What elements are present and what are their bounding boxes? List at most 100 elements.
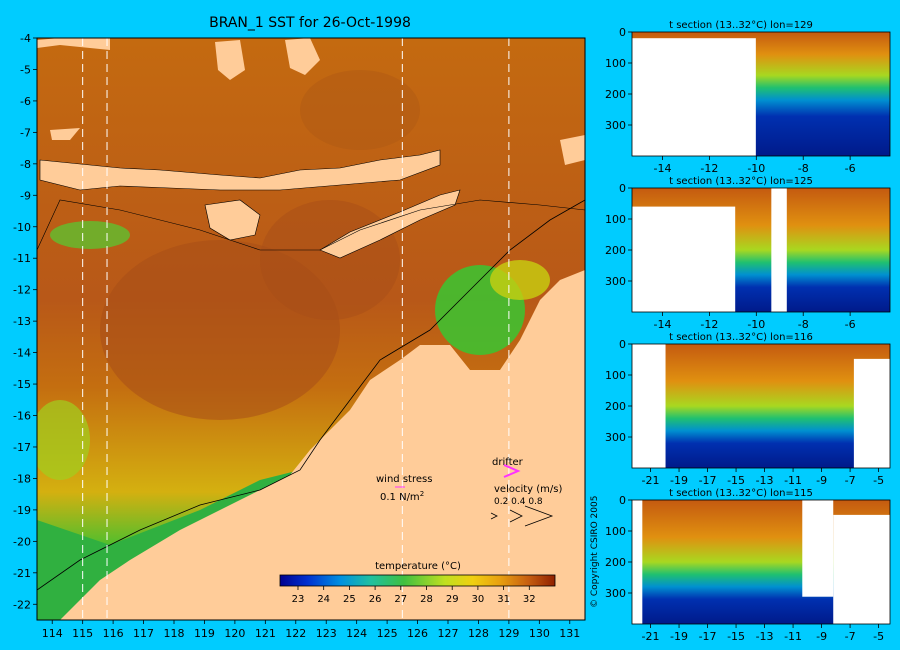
section-x-tick-label: -14 xyxy=(654,162,672,175)
y-tick-label: -16 xyxy=(13,410,31,423)
land-island xyxy=(285,38,320,75)
section-y-tick-label: 0 xyxy=(619,494,626,507)
x-tick-label: 117 xyxy=(133,627,154,640)
section-y-tick-label: 0 xyxy=(619,26,626,39)
section-y-tick-label: 200 xyxy=(605,556,626,569)
section-land-mask xyxy=(802,500,834,597)
section-y-tick-label: 100 xyxy=(605,369,626,382)
y-tick-label: -17 xyxy=(13,441,31,454)
section-x-tick-label: -9 xyxy=(816,630,827,643)
section-land-mask xyxy=(632,38,756,157)
colorbar-ticks: 23 24 25 26 27 28 29 30 31 32 xyxy=(292,586,536,605)
sst-field xyxy=(37,38,585,620)
x-tick-label: 119 xyxy=(194,627,215,640)
sst-cool-patch xyxy=(37,400,90,480)
section-x-tick-label: -13 xyxy=(756,630,774,643)
section-x-tick-label: -6 xyxy=(845,162,856,175)
colorbar-tick-label: 31 xyxy=(497,594,510,605)
section-x-tick-label: -12 xyxy=(700,318,718,331)
drifter-chevron-icon xyxy=(503,464,521,478)
colorbar-tick-label: 26 xyxy=(369,594,382,605)
sst-warm-eddy xyxy=(300,70,420,150)
colorbar-tick-label: 28 xyxy=(420,594,433,605)
section-panel: t section (13..32°C) lon=115 -21 -19 -17 -15… xyxy=(605,488,891,643)
velocity-chevron-icon xyxy=(490,512,498,520)
section-land-mask xyxy=(833,514,890,624)
section-y-tick-label: 200 xyxy=(605,244,626,257)
sst-cool-patch xyxy=(50,221,130,249)
y-tick-label: -8 xyxy=(20,158,31,171)
section-y-tick-label: 100 xyxy=(605,57,626,70)
colorbar-tick-label: 24 xyxy=(317,594,330,605)
land-island xyxy=(215,40,245,80)
y-tick-label: -21 xyxy=(13,567,31,580)
wind-stress-scale: 0.1 N/m2 xyxy=(380,490,424,503)
drifter-label: drifter xyxy=(492,457,524,468)
section-x-tick-label: -5 xyxy=(873,474,884,487)
x-tick-label: 122 xyxy=(285,627,306,640)
y-tick-label: -4 xyxy=(20,32,31,45)
section-x-tick-label: -21 xyxy=(642,630,660,643)
x-tick-label: 115 xyxy=(72,627,93,640)
section-x-tick-label: -11 xyxy=(784,630,802,643)
velocity-chevron-icon xyxy=(509,509,523,523)
section-x-tick-label: -15 xyxy=(727,630,745,643)
x-tick-label: 123 xyxy=(316,627,337,640)
x-tick-label: 128 xyxy=(468,627,489,640)
section-x-tick-label: -6 xyxy=(845,318,856,331)
map-x-axis: 114 115 116 117 118 119 120 121 122 123 124 125 126 1… xyxy=(42,620,580,640)
section-x-tick-label: -19 xyxy=(670,474,688,487)
land-timor xyxy=(319,189,461,259)
land-island xyxy=(50,128,80,140)
section-y-tick-label: 300 xyxy=(605,587,626,600)
section-y-tick-label: 200 xyxy=(605,88,626,101)
sst-map-panel: BRAN_1 SST for 26-Oct-1998 114 115 1 xyxy=(13,15,600,640)
x-tick-label: 118 xyxy=(164,627,185,640)
section-title: t section (13..32°C) lon=125 xyxy=(669,176,813,187)
section-x-tick-label: -15 xyxy=(727,474,745,487)
x-tick-label: 116 xyxy=(103,627,124,640)
sst-cool-patch xyxy=(490,260,550,300)
section-x-tick-label: -7 xyxy=(845,474,856,487)
section-temperature-field xyxy=(632,344,890,468)
x-tick-label: 131 xyxy=(559,627,580,640)
section-x-tick-label: -14 xyxy=(654,318,672,331)
colorbar-tick-label: 25 xyxy=(343,594,356,605)
x-tick-label: 121 xyxy=(255,627,276,640)
x-tick-label: 114 xyxy=(42,627,63,640)
section-land-mask xyxy=(632,206,736,312)
y-tick-label: -13 xyxy=(13,315,31,328)
section-lines xyxy=(82,38,510,620)
colorbar: temperature (°C) 23 24 25 26 27 28 29 30 31 32 xyxy=(279,561,556,605)
section-land-mask xyxy=(632,344,666,468)
section-y-tick-label: 300 xyxy=(605,431,626,444)
y-tick-label: -19 xyxy=(13,504,31,517)
wind-stress-scale-value: 0.1 N/m xyxy=(380,492,420,503)
section-x-tick-label: -11 xyxy=(784,474,802,487)
colorbar-tick-label: 23 xyxy=(292,594,305,605)
section-y-tick-label: 300 xyxy=(605,119,626,132)
sst-map-frame xyxy=(36,37,586,621)
x-tick-label: 129 xyxy=(498,627,519,640)
section-x-tick-label: -5 xyxy=(873,630,884,643)
colorbar-tick-label: 27 xyxy=(394,594,407,605)
section-y-tick-label: 100 xyxy=(605,213,626,226)
section-x-tick-label: -12 xyxy=(700,162,718,175)
section-title: t section (13..32°C) lon=116 xyxy=(669,332,813,343)
y-tick-label: -12 xyxy=(13,284,31,297)
x-tick-label: 130 xyxy=(529,627,550,640)
x-tick-label: 126 xyxy=(407,627,428,640)
wind-stress-label: wind stress xyxy=(376,474,432,485)
colorbar-tick-label: 29 xyxy=(446,594,459,605)
shelf-break-contour xyxy=(37,199,585,591)
x-tick-label: 120 xyxy=(224,627,245,640)
section-y-tick-label: 100 xyxy=(605,525,626,538)
section-land-mask xyxy=(853,358,890,468)
y-tick-label: -10 xyxy=(13,221,31,234)
sst-map-title: BRAN_1 SST for 26-Oct-1998 xyxy=(209,15,411,31)
section-y-tick-label: 300 xyxy=(605,275,626,288)
velocity-label: velocity (m/s) xyxy=(494,484,562,495)
section-x-tick-label: -17 xyxy=(699,630,717,643)
section-panels: t section (13..32°C) lon=129 -14 -12 -10 -8 -… xyxy=(605,20,891,643)
